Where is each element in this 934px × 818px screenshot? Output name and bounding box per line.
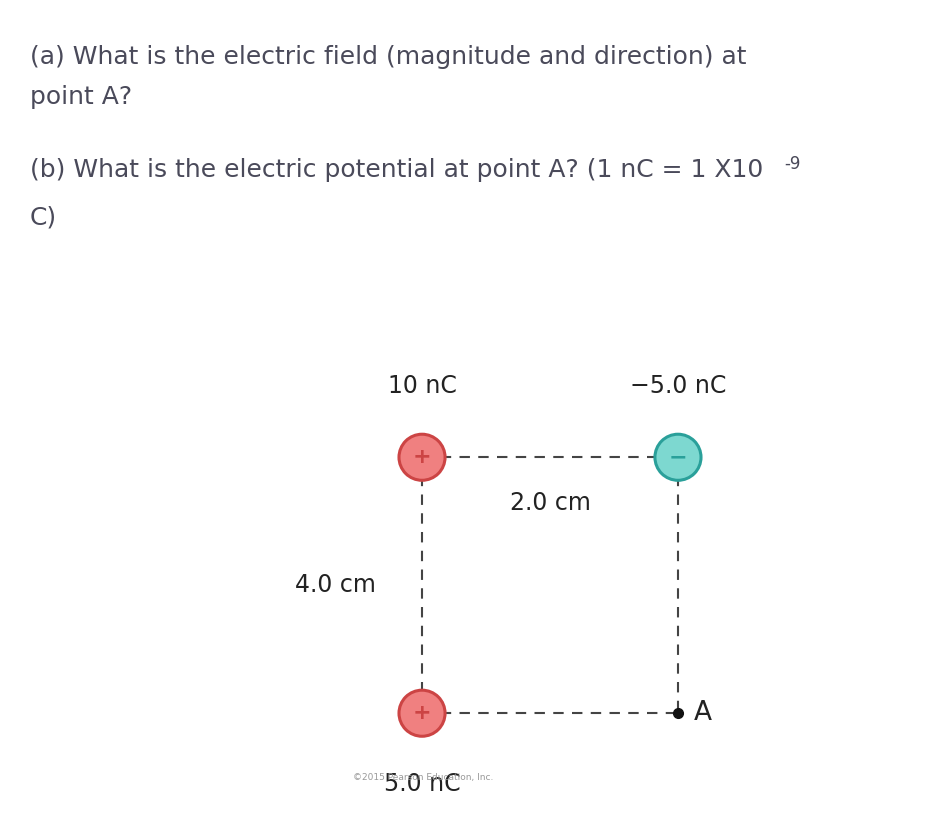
Text: A: A (693, 700, 712, 726)
Circle shape (655, 434, 701, 480)
Text: +: + (413, 703, 432, 723)
Text: 2.0 cm: 2.0 cm (510, 491, 590, 515)
Text: (b) What is the electric potential at point A? (1 nC = 1 X10: (b) What is the electric potential at po… (30, 158, 763, 182)
Text: 4.0 cm: 4.0 cm (295, 573, 376, 597)
Text: 10 nC: 10 nC (388, 375, 457, 398)
Text: (a) What is the electric field (magnitude and direction) at: (a) What is the electric field (magnitud… (30, 45, 746, 69)
Text: −5.0 nC: −5.0 nC (630, 375, 726, 398)
Text: C): C) (30, 205, 57, 229)
Text: +: + (413, 447, 432, 467)
Text: -9: -9 (785, 155, 801, 173)
Text: −: − (669, 447, 687, 467)
Text: ©2015 Pearson Education, Inc.: ©2015 Pearson Education, Inc. (353, 773, 493, 782)
Text: 5.0 nC: 5.0 nC (384, 772, 460, 796)
Circle shape (399, 434, 446, 480)
Text: point A?: point A? (30, 85, 132, 109)
Circle shape (399, 690, 446, 736)
